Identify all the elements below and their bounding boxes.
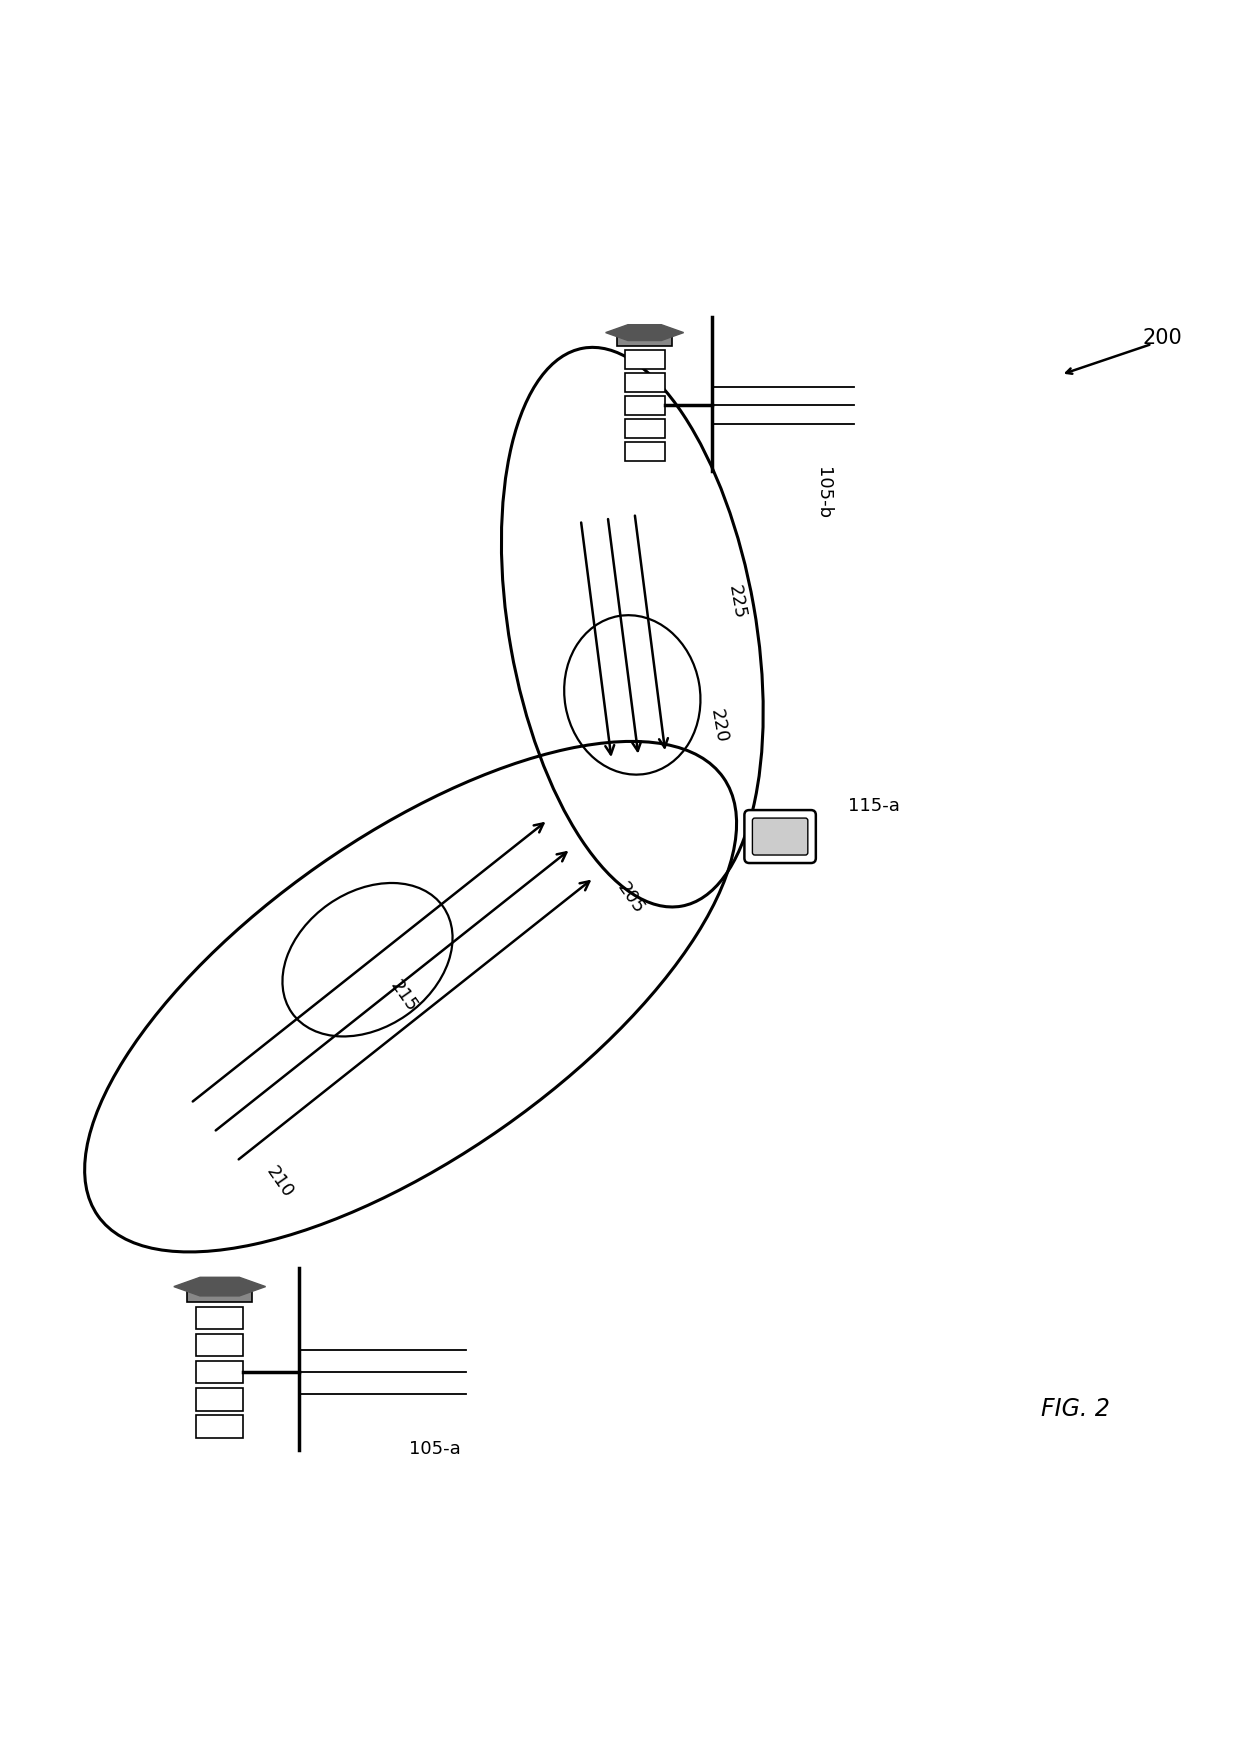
Text: 105-b: 105-b bbox=[815, 466, 832, 519]
Bar bbox=[196, 1335, 243, 1356]
Bar bbox=[196, 1361, 243, 1384]
Bar bbox=[625, 442, 665, 461]
Polygon shape bbox=[174, 1277, 265, 1296]
Bar bbox=[625, 349, 665, 369]
Bar bbox=[625, 397, 665, 414]
Text: 105-a: 105-a bbox=[409, 1440, 461, 1459]
Bar bbox=[625, 374, 665, 391]
Bar bbox=[625, 419, 665, 438]
Text: 200: 200 bbox=[1142, 328, 1182, 348]
FancyBboxPatch shape bbox=[753, 818, 807, 854]
Text: 215: 215 bbox=[386, 977, 420, 1017]
FancyBboxPatch shape bbox=[744, 811, 816, 863]
Bar bbox=[616, 332, 672, 346]
Text: 220: 220 bbox=[707, 708, 730, 744]
Bar bbox=[196, 1389, 243, 1410]
Text: 225: 225 bbox=[724, 583, 749, 622]
Text: 115-a: 115-a bbox=[848, 797, 900, 814]
Polygon shape bbox=[605, 325, 683, 341]
Bar bbox=[187, 1286, 253, 1302]
Bar bbox=[196, 1415, 243, 1438]
Text: 210: 210 bbox=[263, 1164, 298, 1202]
Text: 205: 205 bbox=[614, 879, 649, 917]
Text: FIG. 2: FIG. 2 bbox=[1042, 1398, 1110, 1422]
Bar bbox=[196, 1307, 243, 1329]
